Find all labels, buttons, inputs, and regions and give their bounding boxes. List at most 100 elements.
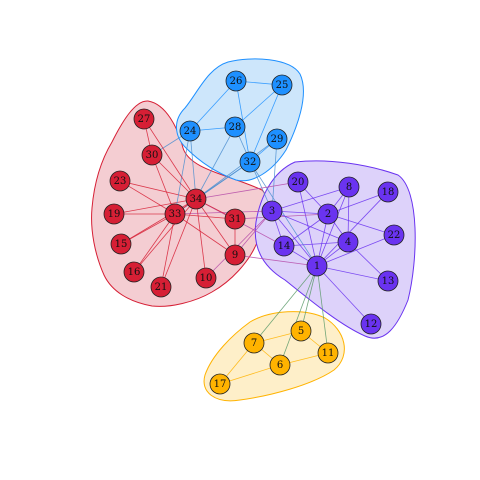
node-label: 14: [278, 241, 291, 252]
node-circle: [109, 170, 131, 192]
node-28: 28: [224, 116, 246, 138]
node-label: 12: [365, 319, 378, 330]
node-circle: [266, 128, 288, 150]
node-circle: [150, 276, 172, 298]
edge-3-10: [205, 210, 273, 279]
node-14: 14: [273, 235, 295, 257]
node-circle: [209, 373, 231, 395]
edge-32-34: [195, 161, 251, 200]
edge-1-22: [316, 234, 395, 267]
edge-30-33: [151, 154, 176, 215]
node-17: 17: [209, 373, 231, 395]
node-circle: [287, 171, 309, 193]
node-label: 4: [345, 237, 351, 248]
node-label: 30: [146, 150, 159, 161]
node-5: 5: [290, 320, 312, 342]
node-7: 7: [243, 332, 265, 354]
node-label: 17: [214, 379, 227, 390]
node-label: 9: [232, 250, 238, 261]
edge-1-11: [316, 265, 329, 354]
node-4: 4: [337, 231, 359, 253]
node-24: 24: [179, 120, 201, 142]
node-circle: [337, 231, 359, 253]
node-label: 29: [271, 134, 284, 145]
edge-10-34: [195, 198, 207, 279]
node-label: 18: [382, 187, 395, 198]
node-22: 22: [383, 224, 405, 246]
edge-1-18: [316, 191, 389, 267]
node-23: 23: [109, 170, 131, 192]
node-label: 26: [230, 76, 243, 87]
node-label: 28: [229, 122, 242, 133]
edge-1-5: [300, 265, 318, 332]
node-circle: [239, 151, 261, 173]
edge-9-34: [195, 198, 236, 256]
edge-15-34: [120, 198, 197, 245]
node-circle: [224, 116, 246, 138]
node-label: 20: [292, 177, 305, 188]
node-label: 31: [229, 214, 242, 225]
edge-20-34: [195, 181, 299, 200]
node-label: 13: [382, 276, 395, 287]
node-27: 27: [133, 108, 155, 130]
node-label: 10: [200, 273, 213, 284]
node-label: 16: [128, 267, 141, 278]
node-label: 3: [269, 206, 275, 217]
node-3: 3: [261, 200, 283, 222]
edge-3-8: [271, 186, 350, 212]
node-circle: [269, 354, 291, 376]
node-2: 2: [317, 203, 339, 225]
node-circle: [224, 244, 246, 266]
edge-3-33: [174, 210, 273, 215]
node-circle: [225, 70, 247, 92]
node-circle: [141, 144, 163, 166]
node-label: 24: [184, 126, 197, 137]
node-label: 33: [169, 209, 182, 220]
node-circle: [103, 203, 125, 225]
node-9: 9: [224, 244, 246, 266]
node-31: 31: [224, 208, 246, 230]
node-25: 25: [271, 74, 293, 96]
node-label: 6: [277, 360, 283, 371]
node-label: 15: [115, 239, 128, 250]
node-12: 12: [360, 313, 382, 335]
node-circle: [195, 267, 217, 289]
edge-9-33: [174, 213, 236, 256]
edge-1-32: [249, 161, 318, 267]
edge-24-33: [174, 130, 191, 215]
node-label: 8: [346, 182, 352, 193]
node-label: 25: [276, 80, 289, 91]
edge-24-34: [189, 130, 197, 200]
community-hull-red: [91, 100, 267, 307]
node-19: 19: [103, 203, 125, 225]
node-circle: [290, 320, 312, 342]
node-circle: [243, 332, 265, 354]
node-label: 27: [138, 114, 151, 125]
node-circle: [271, 74, 293, 96]
node-label: 21: [155, 282, 168, 293]
edge-25-32: [249, 84, 283, 163]
edge-29-34: [195, 138, 278, 200]
edge-3-29: [271, 138, 278, 212]
edge-21-33: [160, 213, 176, 288]
edge-28-34: [195, 126, 236, 200]
node-10: 10: [195, 267, 217, 289]
edge-16-33: [133, 213, 176, 273]
node-circle: [377, 181, 399, 203]
node-label: 32: [244, 157, 257, 168]
node-15: 15: [110, 233, 132, 255]
node-34: 34: [185, 188, 207, 210]
edge-1-13: [316, 265, 389, 282]
node-18: 18: [377, 181, 399, 203]
node-20: 20: [287, 171, 309, 193]
edge-24-26: [189, 80, 237, 132]
edge-23-34: [119, 180, 197, 200]
edge-1-8: [316, 186, 350, 267]
node-label: 1: [314, 261, 320, 272]
node-circle: [377, 270, 399, 292]
node-label: 19: [108, 209, 121, 220]
node-label: 22: [388, 230, 401, 241]
nodes: 1234567891011121314151617181920212223242…: [103, 70, 405, 395]
node-13: 13: [377, 270, 399, 292]
